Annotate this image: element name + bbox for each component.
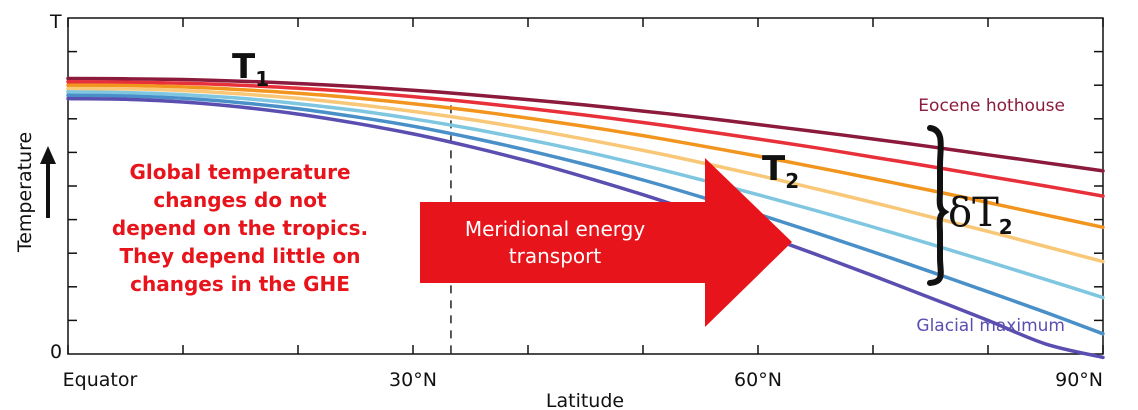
y-axis-arrow-icon [40, 146, 56, 218]
t1-label: T1 [232, 47, 269, 91]
series-group [66, 76, 1105, 360]
x-tick-label-30n: 30°N [389, 369, 437, 391]
t2-label: T2 [762, 149, 799, 193]
note-line-2: changes do not [153, 188, 327, 212]
series-line-4 [66, 90, 1105, 300]
curly-brace [927, 125, 950, 286]
x-tick-label-90n: 90°N [1055, 369, 1103, 391]
x-tick-label-equator: Equator [63, 369, 138, 391]
note-line-5: changes in the GHE [130, 272, 350, 296]
axis-ticks [67, 18, 1104, 354]
tropics-note: Global temperature changes do not depend… [112, 160, 368, 296]
series-line-3 [66, 86, 1105, 264]
series-line-5 [66, 93, 1105, 336]
note-line-3: depend on the tropics. [112, 216, 368, 240]
y-axis-title: Temperature [14, 132, 36, 253]
energy-transport-arrow: Meridional energy transport [420, 158, 792, 327]
series-label-eocene: Eocene hothouse [918, 96, 1065, 116]
y-tick-label-top: T [49, 11, 62, 33]
delta-t2-label: δT2 [948, 190, 1013, 239]
series-line-6 [66, 96, 1105, 360]
note-line-4: They depend little on [120, 244, 361, 268]
series-line-0 [66, 76, 1105, 173]
series-line-1 [66, 80, 1105, 198]
arrow-text-line-1: Meridional energy [465, 217, 646, 241]
series-label-glacial: Glacial maximum [916, 316, 1065, 336]
x-axis-title: Latitude [546, 390, 624, 410]
series-line-2 [66, 83, 1105, 230]
note-line-1: Global temperature [129, 160, 350, 184]
x-tick-label-60n: 60°N [734, 369, 782, 391]
y-tick-label-zero: 0 [50, 341, 62, 363]
arrow-text-line-2: transport [509, 244, 602, 268]
